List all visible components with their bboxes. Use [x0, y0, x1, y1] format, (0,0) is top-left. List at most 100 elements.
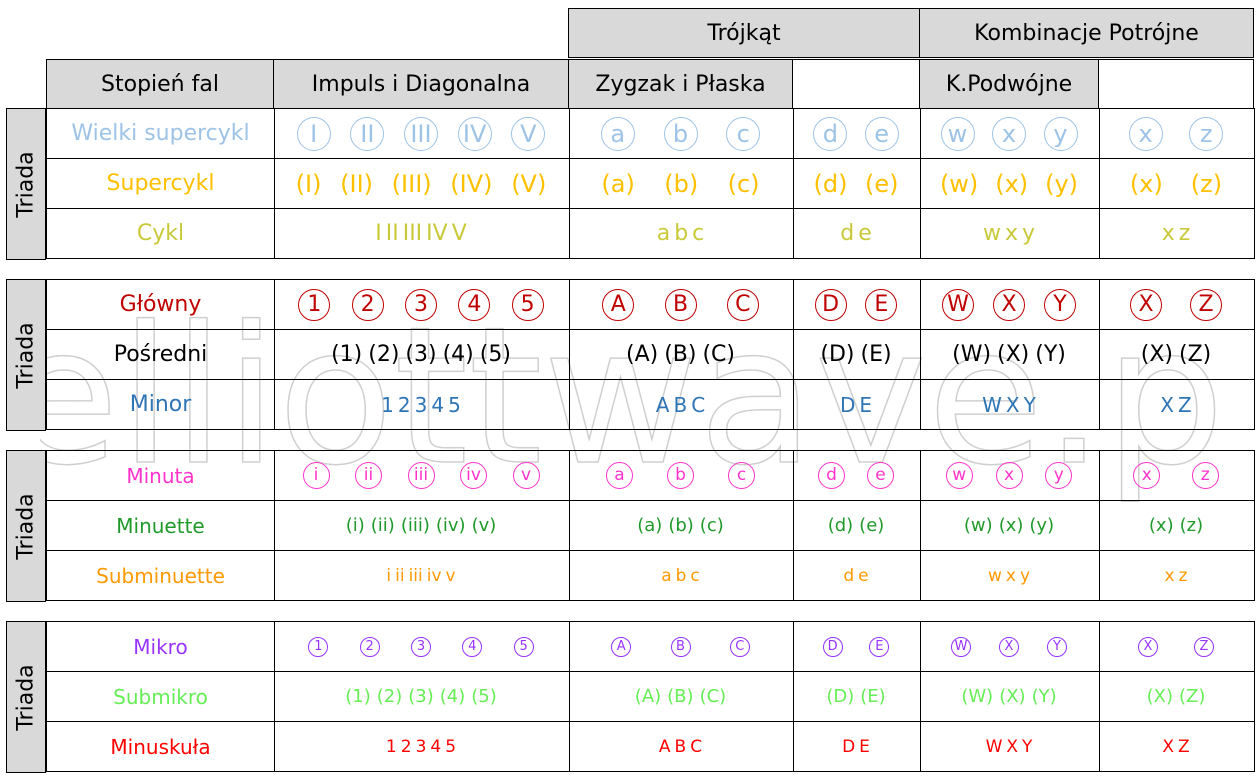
degree-label: Submikro: [46, 672, 275, 722]
wave-label-circled: II: [350, 116, 385, 151]
wave-label: (A): [634, 686, 662, 707]
wave-label: (iv): [435, 515, 466, 536]
degree-row: Minuta i ii iii iv v a b c d e w x y x z: [46, 450, 1255, 501]
wave-label: X: [1005, 392, 1020, 417]
wave-label: C: [691, 392, 706, 417]
wave-label: (5): [479, 342, 511, 367]
header-stopien-label: Stopień fal: [101, 71, 219, 97]
wave-label: c: [692, 221, 705, 246]
wave-label: II: [385, 221, 399, 246]
wave-label: z: [1178, 565, 1188, 586]
wave-label: (W): [961, 686, 994, 707]
degree-label-text: Subminuette: [96, 563, 225, 588]
degree-label-text: Supercykl: [106, 171, 215, 196]
degree-label: Główny: [46, 279, 275, 330]
wave-label: (c): [727, 169, 760, 198]
wave-cell-impuls: (1) (2) (3) (4) (5): [273, 330, 570, 380]
degree-label: Pośredni: [46, 330, 275, 380]
wave-label: (I): [295, 169, 322, 198]
wave-label-circled: e: [867, 462, 894, 489]
triada-side-label: Triada: [6, 450, 46, 602]
degree-row: Główny 1 2 3 4 5 A B C D E W X Y X Z: [46, 279, 1255, 330]
wave-label-circled: B: [664, 288, 697, 321]
wave-cell-trojkat: (D) (E): [792, 672, 921, 722]
wave-label-circled: d: [813, 116, 848, 151]
wave-label: iii: [408, 565, 423, 586]
header-blank-potrojne: [1098, 59, 1254, 109]
wave-label: E: [859, 392, 873, 417]
header-kpodwojne: K.Podwójne: [919, 59, 1099, 109]
wave-label-circled: D: [814, 288, 847, 321]
wave-label: A: [655, 392, 670, 417]
wave-label: (iii): [400, 515, 430, 536]
wave-label: (X): [1146, 686, 1173, 707]
wave-label: (E): [860, 686, 886, 707]
wave-label: a: [656, 221, 671, 246]
wave-label: Y: [1023, 392, 1036, 417]
wave-label: (3): [405, 342, 437, 367]
wave-label-circled: y: [1043, 116, 1078, 151]
wave-label-circled: 4: [462, 636, 483, 657]
wave-label: x: [1161, 221, 1175, 246]
wave-label-circled: X: [999, 636, 1019, 657]
wave-label: (1): [331, 342, 363, 367]
wave-label: w: [987, 565, 1002, 586]
wave-label: (y): [1029, 515, 1055, 536]
degree-label: Minor: [46, 380, 275, 430]
wave-label: (Y): [1031, 686, 1057, 707]
wave-label: (D): [826, 686, 855, 707]
header-kpodwojne-label: K.Podwójne: [945, 71, 1073, 97]
wave-label-circled: z: [1191, 462, 1219, 489]
wave-cell-zygzak: (A) (B) (C): [568, 330, 794, 380]
wave-label-circled: y: [1045, 462, 1073, 489]
wave-label-circled: w: [940, 116, 975, 151]
wave-label: B: [674, 736, 687, 757]
wave-label: d: [843, 565, 855, 586]
wave-cell-podwojne: (w) (x) (y): [919, 501, 1100, 551]
wave-label: (z): [1179, 515, 1204, 536]
wave-label: IV: [426, 221, 448, 246]
wave-label-circled: d: [818, 462, 845, 489]
wave-label: iv: [426, 565, 442, 586]
degree-label: Cykl: [46, 209, 275, 259]
wave-label-circled: ii: [355, 462, 382, 489]
wave-label: X: [1006, 736, 1019, 757]
wave-label: (4): [439, 686, 466, 707]
wave-label: X: [1160, 392, 1174, 417]
wave-cell-zygzak: (a) (b) (c): [568, 501, 794, 551]
wave-label-circled: D: [822, 636, 843, 657]
wave-label: (1): [345, 686, 371, 707]
wave-label: (IV): [450, 169, 493, 198]
wave-label-circled: 1: [308, 636, 329, 657]
degree-row: Pośredni (1) (2) (3) (4) (5) (A) (B) (C) (D) (E) (W…: [46, 330, 1255, 380]
wave-label: x: [1004, 221, 1018, 246]
wave-label: e: [858, 565, 869, 586]
wave-label: (i): [345, 515, 365, 536]
wave-label: (X): [1140, 342, 1173, 367]
wave-cell-impuls: (I) (II) (III) (IV) (V): [273, 159, 570, 209]
triada-side-text: Triada: [13, 150, 39, 218]
degree-label-text: Pośredni: [113, 342, 208, 367]
wave-label: 4: [430, 736, 442, 757]
wave-label-circled: 1: [298, 288, 331, 321]
wave-label-circled: III: [403, 116, 438, 151]
wave-cell-podwojne: (W) (X) (Y): [919, 330, 1100, 380]
wave-label-circled: 3: [410, 636, 431, 657]
wave-label-circled: 2: [351, 288, 384, 321]
wave-label: X: [1162, 736, 1174, 757]
wave-label-circled: i: [302, 462, 330, 489]
